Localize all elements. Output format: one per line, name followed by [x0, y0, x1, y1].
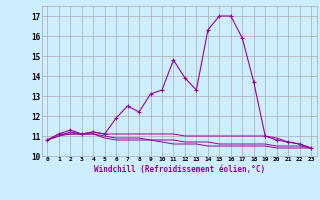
X-axis label: Windchill (Refroidissement éolien,°C): Windchill (Refroidissement éolien,°C) — [94, 165, 265, 174]
